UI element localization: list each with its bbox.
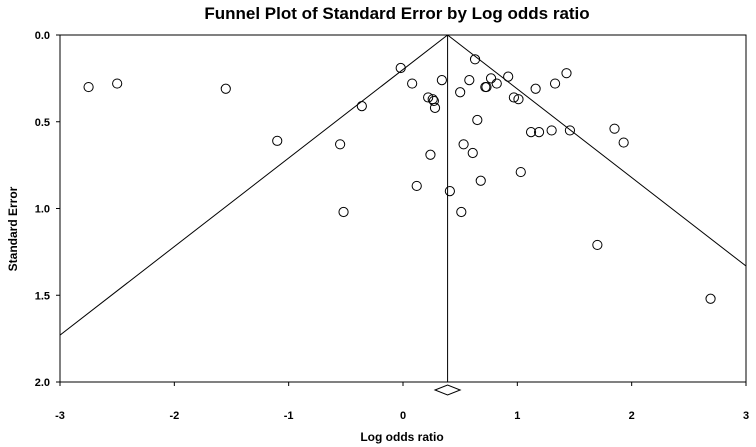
data-point	[549, 78, 561, 89]
data-point	[561, 68, 572, 79]
data-points	[83, 54, 716, 304]
data-point	[705, 293, 716, 304]
x-tick-label: -1	[284, 410, 294, 422]
y-axis-label: Standard Error	[6, 186, 20, 271]
funnel-lines	[60, 35, 746, 382]
x-tick-label: 1	[514, 410, 520, 422]
data-point	[428, 95, 439, 107]
data-point	[618, 137, 629, 148]
summary-diamond	[433, 384, 462, 396]
data-point	[220, 83, 231, 94]
x-tick-label: 0	[400, 410, 406, 422]
data-point	[335, 139, 346, 150]
x-tick-label: -3	[55, 410, 65, 422]
x-tick-label: 3	[743, 410, 749, 422]
data-point	[407, 78, 418, 89]
data-point	[525, 127, 537, 138]
y-tick-label: 0.5	[35, 117, 50, 129]
plot-area-frame	[59, 34, 747, 383]
data-point	[458, 139, 469, 150]
data-point	[508, 92, 520, 103]
x-tick-label: -2	[169, 410, 179, 422]
data-point	[472, 114, 483, 126]
data-point	[546, 125, 557, 136]
data-point	[491, 78, 502, 89]
data-point	[481, 81, 492, 93]
data-point	[112, 78, 123, 89]
data-point	[425, 149, 436, 160]
data-point	[456, 206, 467, 218]
data-point	[609, 123, 620, 134]
y-tick-label: 0.0	[35, 30, 50, 42]
y-tick-label: 2.0	[35, 377, 50, 389]
funnel-left-line	[60, 35, 448, 336]
data-point	[356, 101, 367, 112]
data-point	[423, 92, 434, 103]
data-point	[469, 54, 481, 65]
x-tick-label: 2	[629, 410, 635, 422]
data-point	[533, 127, 545, 138]
data-point	[515, 166, 526, 178]
data-point	[513, 94, 524, 105]
data-point	[429, 102, 441, 113]
data-point	[467, 147, 478, 159]
data-point	[564, 125, 576, 136]
data-point	[395, 62, 406, 74]
data-point	[83, 81, 94, 93]
data-point	[436, 75, 447, 86]
data-point	[530, 83, 541, 94]
x-axis-label: Log odds ratio	[360, 430, 443, 444]
data-point	[464, 75, 475, 86]
data-point	[455, 87, 466, 98]
data-point	[444, 186, 455, 197]
x-axis-ticks: -3 -2 -1 0 1 2 3	[55, 382, 749, 422]
y-tick-label: 1.0	[35, 204, 50, 216]
y-tick-label: 1.5	[35, 290, 50, 302]
data-point	[503, 71, 514, 82]
y-axis-ticks: 0.0 0.5 1.0 1.5 2.0	[35, 30, 60, 389]
funnel-right-line	[447, 35, 746, 267]
data-point	[592, 239, 603, 251]
chart-title: Funnel Plot of Standard Error by Log odd…	[204, 4, 589, 23]
data-point	[338, 206, 349, 218]
data-point	[411, 180, 422, 192]
data-point	[272, 135, 283, 146]
data-point	[475, 175, 486, 186]
data-point	[485, 73, 497, 84]
